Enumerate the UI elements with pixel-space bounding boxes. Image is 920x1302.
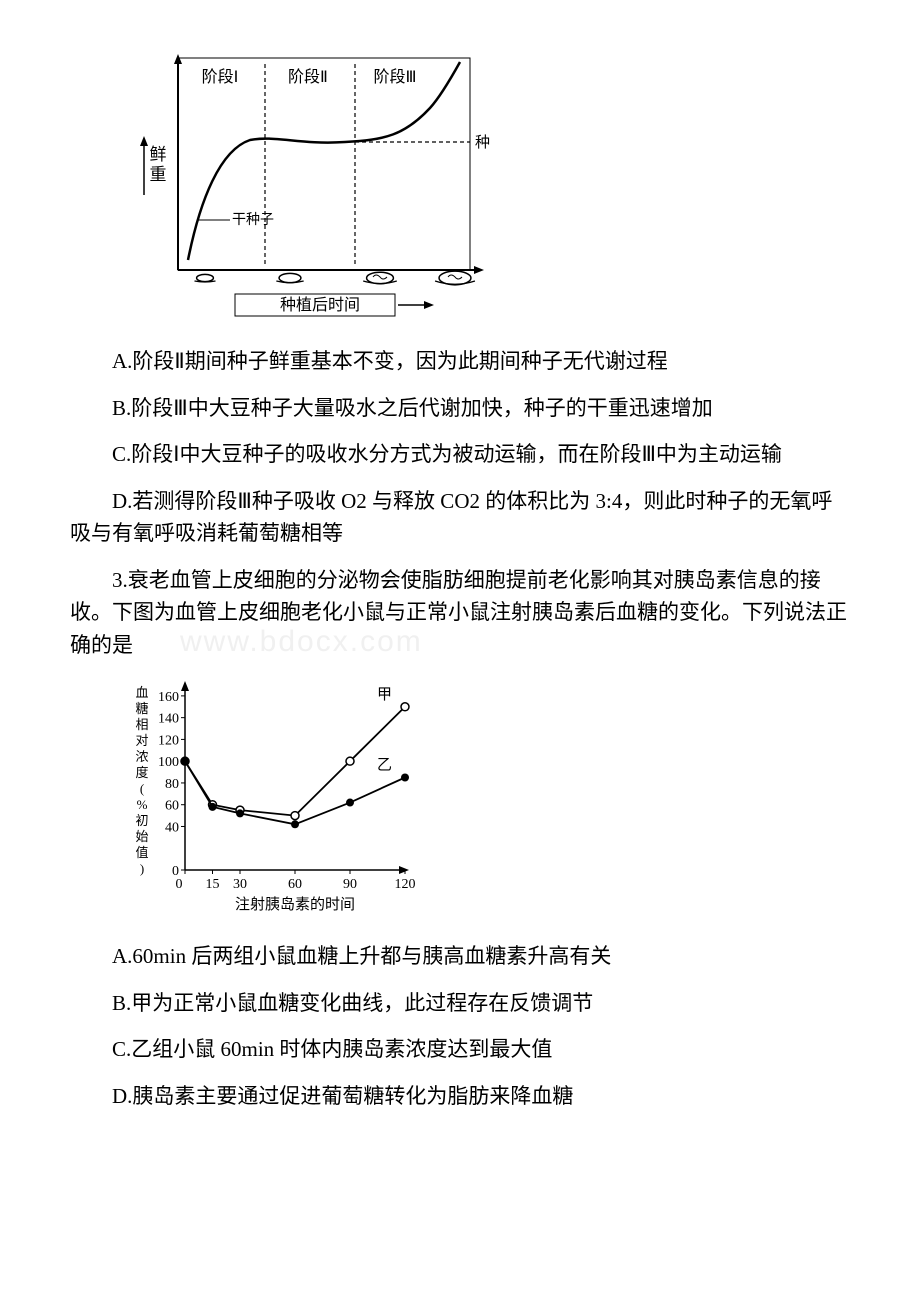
svg-text:鲜: 鲜 (150, 145, 167, 164)
q2-option-b: B.阶段Ⅲ中大豆种子大量吸水之后代谢加快，种子的干重迅速增加 (70, 392, 850, 425)
svg-text:80: 80 (165, 777, 179, 792)
q3-option-c: C.乙组小鼠 60min 时体内胰岛素浓度达到最大值 (70, 1033, 850, 1066)
svg-text:): ) (140, 861, 144, 876)
figure-2-svg: 0406080100120140160015306090120(min)血糖相对… (130, 675, 415, 915)
svg-text:血: 血 (135, 685, 148, 700)
svg-text:%: % (137, 797, 148, 812)
svg-text:140: 140 (158, 712, 179, 727)
svg-text:阶段Ⅰ: 阶段Ⅰ (202, 68, 239, 86)
q2-option-d: D.若测得阶段Ⅲ种子吸收 O2 与释放 CO2 的体积比为 3:4，则此时种子的… (70, 485, 850, 550)
svg-text:(: ( (140, 781, 144, 796)
q2-option-c: C.阶段Ⅰ中大豆种子的吸收水分方式为被动运输，而在阶段Ⅲ中为主动运输 (70, 438, 850, 471)
svg-text:干种子: 干种子 (232, 212, 274, 228)
svg-text:40: 40 (165, 821, 179, 836)
svg-text:120: 120 (158, 734, 179, 749)
svg-text:120: 120 (395, 877, 416, 892)
svg-text:种子休眠: 种子休眠 (475, 134, 490, 151)
svg-text:糖: 糖 (135, 701, 148, 716)
svg-text:0: 0 (176, 877, 183, 892)
figure-2-container: 0406080100120140160015306090120(min)血糖相对… (130, 675, 850, 920)
svg-text:60: 60 (165, 799, 179, 814)
svg-text:90: 90 (343, 877, 357, 892)
q3-stem: 3.衰老血管上皮细胞的分泌物会使脂肪细胞提前老化影响其对胰岛素信息的接收。下图为… (70, 564, 850, 662)
q3-option-d: D.胰岛素主要通过促进葡萄糖转化为脂肪来降血糖 (70, 1080, 850, 1113)
svg-text:30: 30 (233, 877, 247, 892)
svg-text:160: 160 (158, 690, 179, 705)
svg-text:乙: 乙 (377, 758, 392, 774)
svg-text:甲: 甲 (377, 687, 392, 703)
svg-text:浓: 浓 (135, 749, 148, 764)
svg-text:相: 相 (135, 717, 148, 732)
svg-text:60: 60 (288, 877, 302, 892)
svg-text:度: 度 (135, 765, 148, 780)
figure-1-container: 鲜重 阶段Ⅰ 阶段Ⅱ 阶段Ⅲ 种子休眠干种子种植后时间 (130, 50, 850, 325)
q2-option-a: A.阶段Ⅱ期间种子鲜重基本不变，因为此期间种子无代谢过程 (70, 345, 850, 378)
svg-text:阶段Ⅱ: 阶段Ⅱ (288, 68, 328, 86)
q3-option-a: A.60min 后两组小鼠血糖上升都与胰高血糖素升高有关 (70, 940, 850, 973)
svg-text:重: 重 (150, 165, 167, 184)
svg-text:15: 15 (206, 877, 220, 892)
q3-option-b: B.甲为正常小鼠血糖变化曲线，此过程存在反馈调节 (70, 987, 850, 1020)
svg-text:种植后时间: 种植后时间 (280, 296, 360, 314)
svg-text:注射胰岛素的时间: 注射胰岛素的时间 (235, 896, 355, 913)
svg-text:始: 始 (135, 829, 148, 844)
svg-text:100: 100 (158, 756, 179, 771)
svg-text:阶段Ⅲ: 阶段Ⅲ (373, 68, 416, 86)
svg-text:值: 值 (135, 845, 148, 860)
svg-text:初: 初 (135, 813, 148, 828)
svg-text:对: 对 (135, 733, 148, 748)
figure-1-svg: 鲜重 阶段Ⅰ 阶段Ⅱ 阶段Ⅲ 种子休眠干种子种植后时间 (130, 50, 490, 320)
